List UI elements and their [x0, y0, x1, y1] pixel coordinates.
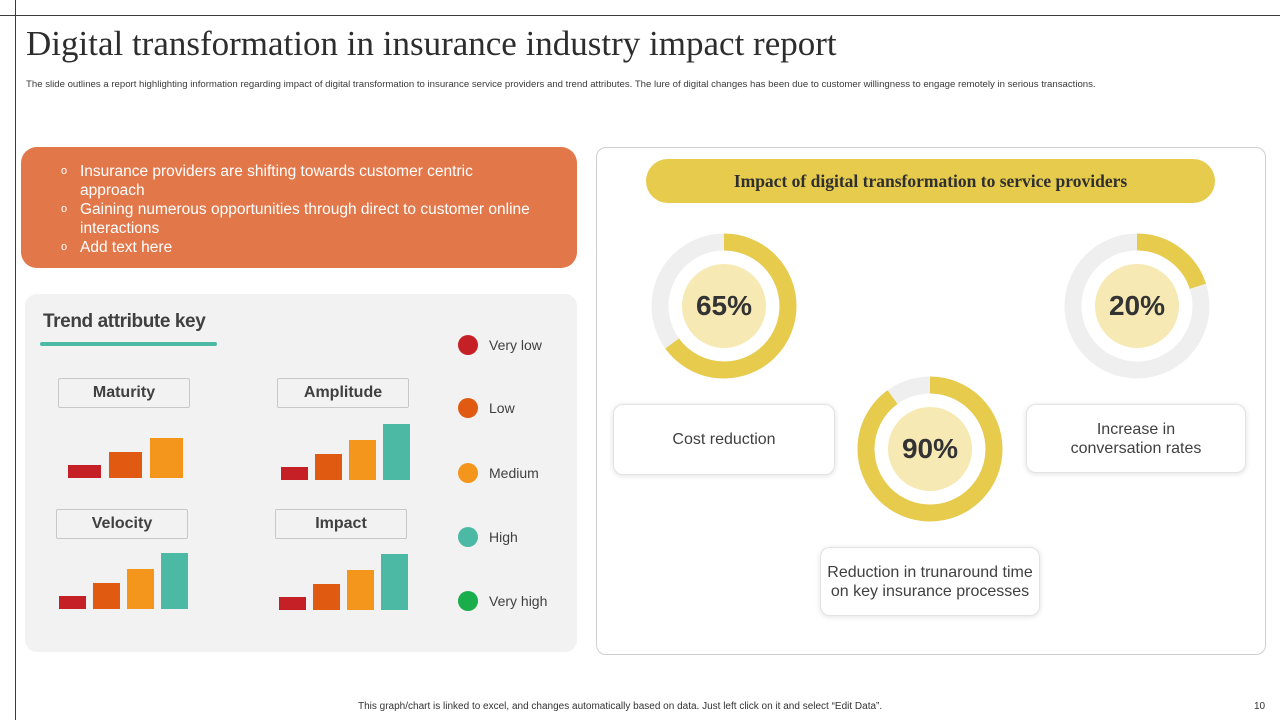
- trend-title-underline: [40, 342, 217, 346]
- trend-bar-high: [161, 553, 188, 609]
- legend-dot: [458, 463, 478, 483]
- bullet-text: Insurance providers are shifting towards…: [80, 163, 473, 199]
- trend-bar-high: [383, 424, 410, 480]
- donut-ring: [651, 233, 797, 379]
- trend-bar-low: [315, 454, 342, 480]
- donut-value: 65%: [682, 264, 766, 348]
- trend-bar-low: [313, 584, 340, 610]
- bullet-marker: o: [61, 241, 68, 253]
- donut-ring: [1064, 233, 1210, 379]
- frame-top-line: [0, 15, 1280, 16]
- metric-label-impact: Impact: [275, 509, 407, 539]
- trend-bar-medium: [127, 569, 154, 609]
- bullet-item: o Add text here: [61, 238, 531, 257]
- trend-bar-low: [93, 583, 120, 609]
- donut-turnaround-time: 90%: [856, 375, 1004, 523]
- slide-subtitle: The slide outlines a report highlighting…: [26, 79, 1096, 90]
- metric-label-velocity: Velocity: [56, 509, 188, 539]
- legend-dot: [458, 591, 478, 611]
- bullet-list: o Insurance providers are shifting toward…: [61, 162, 531, 257]
- bullet-marker: o: [61, 203, 68, 215]
- legend-label: Low: [489, 400, 515, 416]
- trend-bar-low: [109, 452, 142, 478]
- trend-bar-medium: [347, 570, 374, 610]
- legend-dot: [458, 398, 478, 418]
- legend-label: Very low: [489, 337, 542, 353]
- donut-ring: [857, 376, 1003, 522]
- donut-cost-reduction: 65%: [650, 232, 798, 380]
- trend-bar-very-low: [68, 465, 101, 478]
- legend-label: High: [489, 529, 518, 545]
- metric-label-maturity: Maturity: [58, 378, 190, 408]
- bullet-text: Gaining numerous opportunities through d…: [80, 201, 530, 237]
- bullet-item: o Gaining numerous opportunities through …: [61, 200, 531, 238]
- trend-bar-medium: [150, 438, 183, 478]
- donut-value: 90%: [888, 407, 972, 491]
- metric-bars-amplitude: [281, 420, 421, 480]
- donut-conversion-rates: 20%: [1063, 232, 1211, 380]
- card-label: Reduction in trunaround time on key insu…: [827, 563, 1033, 600]
- bullet-item: o Insurance providers are shifting toward…: [61, 162, 531, 200]
- donut-arc: [651, 233, 797, 379]
- metric-bars-velocity: [59, 549, 199, 609]
- trend-attribute-panel: Trend attribute key Maturity Amplitude V…: [25, 294, 577, 652]
- donut-value: 20%: [1095, 264, 1179, 348]
- legend-dot: [458, 527, 478, 547]
- donut-arc: [857, 376, 1003, 522]
- trend-bar-medium: [349, 440, 376, 480]
- bullet-text: Add text here: [80, 239, 173, 256]
- trend-bar-very-low: [59, 596, 86, 609]
- card-label: Increase in conversation rates: [1070, 420, 1202, 457]
- card-turnaround-time: Reduction in trunaround time on key insu…: [820, 547, 1040, 616]
- donut-arc: [1064, 233, 1210, 379]
- trend-panel-title: Trend attribute key: [43, 311, 206, 332]
- trend-bar-very-low: [281, 467, 308, 480]
- metric-bars-maturity: [68, 418, 208, 478]
- card-cost-reduction: Cost reduction: [613, 404, 835, 475]
- bullet-marker: o: [61, 165, 68, 177]
- card-label: Cost reduction: [672, 431, 776, 448]
- page-number: 10: [1254, 701, 1266, 712]
- footer-note: This graph/chart is linked to excel, and…: [358, 701, 883, 712]
- metric-label-amplitude: Amplitude: [277, 378, 409, 408]
- legend-label: Medium: [489, 465, 539, 481]
- impact-panel-heading: Impact of digital transformation to serv…: [646, 159, 1215, 203]
- slide-title: Digital transformation in insurance indu…: [26, 24, 837, 63]
- trend-bar-very-low: [279, 597, 306, 610]
- card-conversion-rates: Increase in conversation rates: [1026, 404, 1246, 473]
- metric-bars-impact: [279, 550, 419, 610]
- legend-dot: [458, 335, 478, 355]
- frame-left-line: [15, 0, 16, 720]
- trend-bar-high: [381, 554, 408, 610]
- bullet-box: o Insurance providers are shifting toward…: [21, 147, 577, 268]
- legend-label: Very high: [489, 593, 548, 609]
